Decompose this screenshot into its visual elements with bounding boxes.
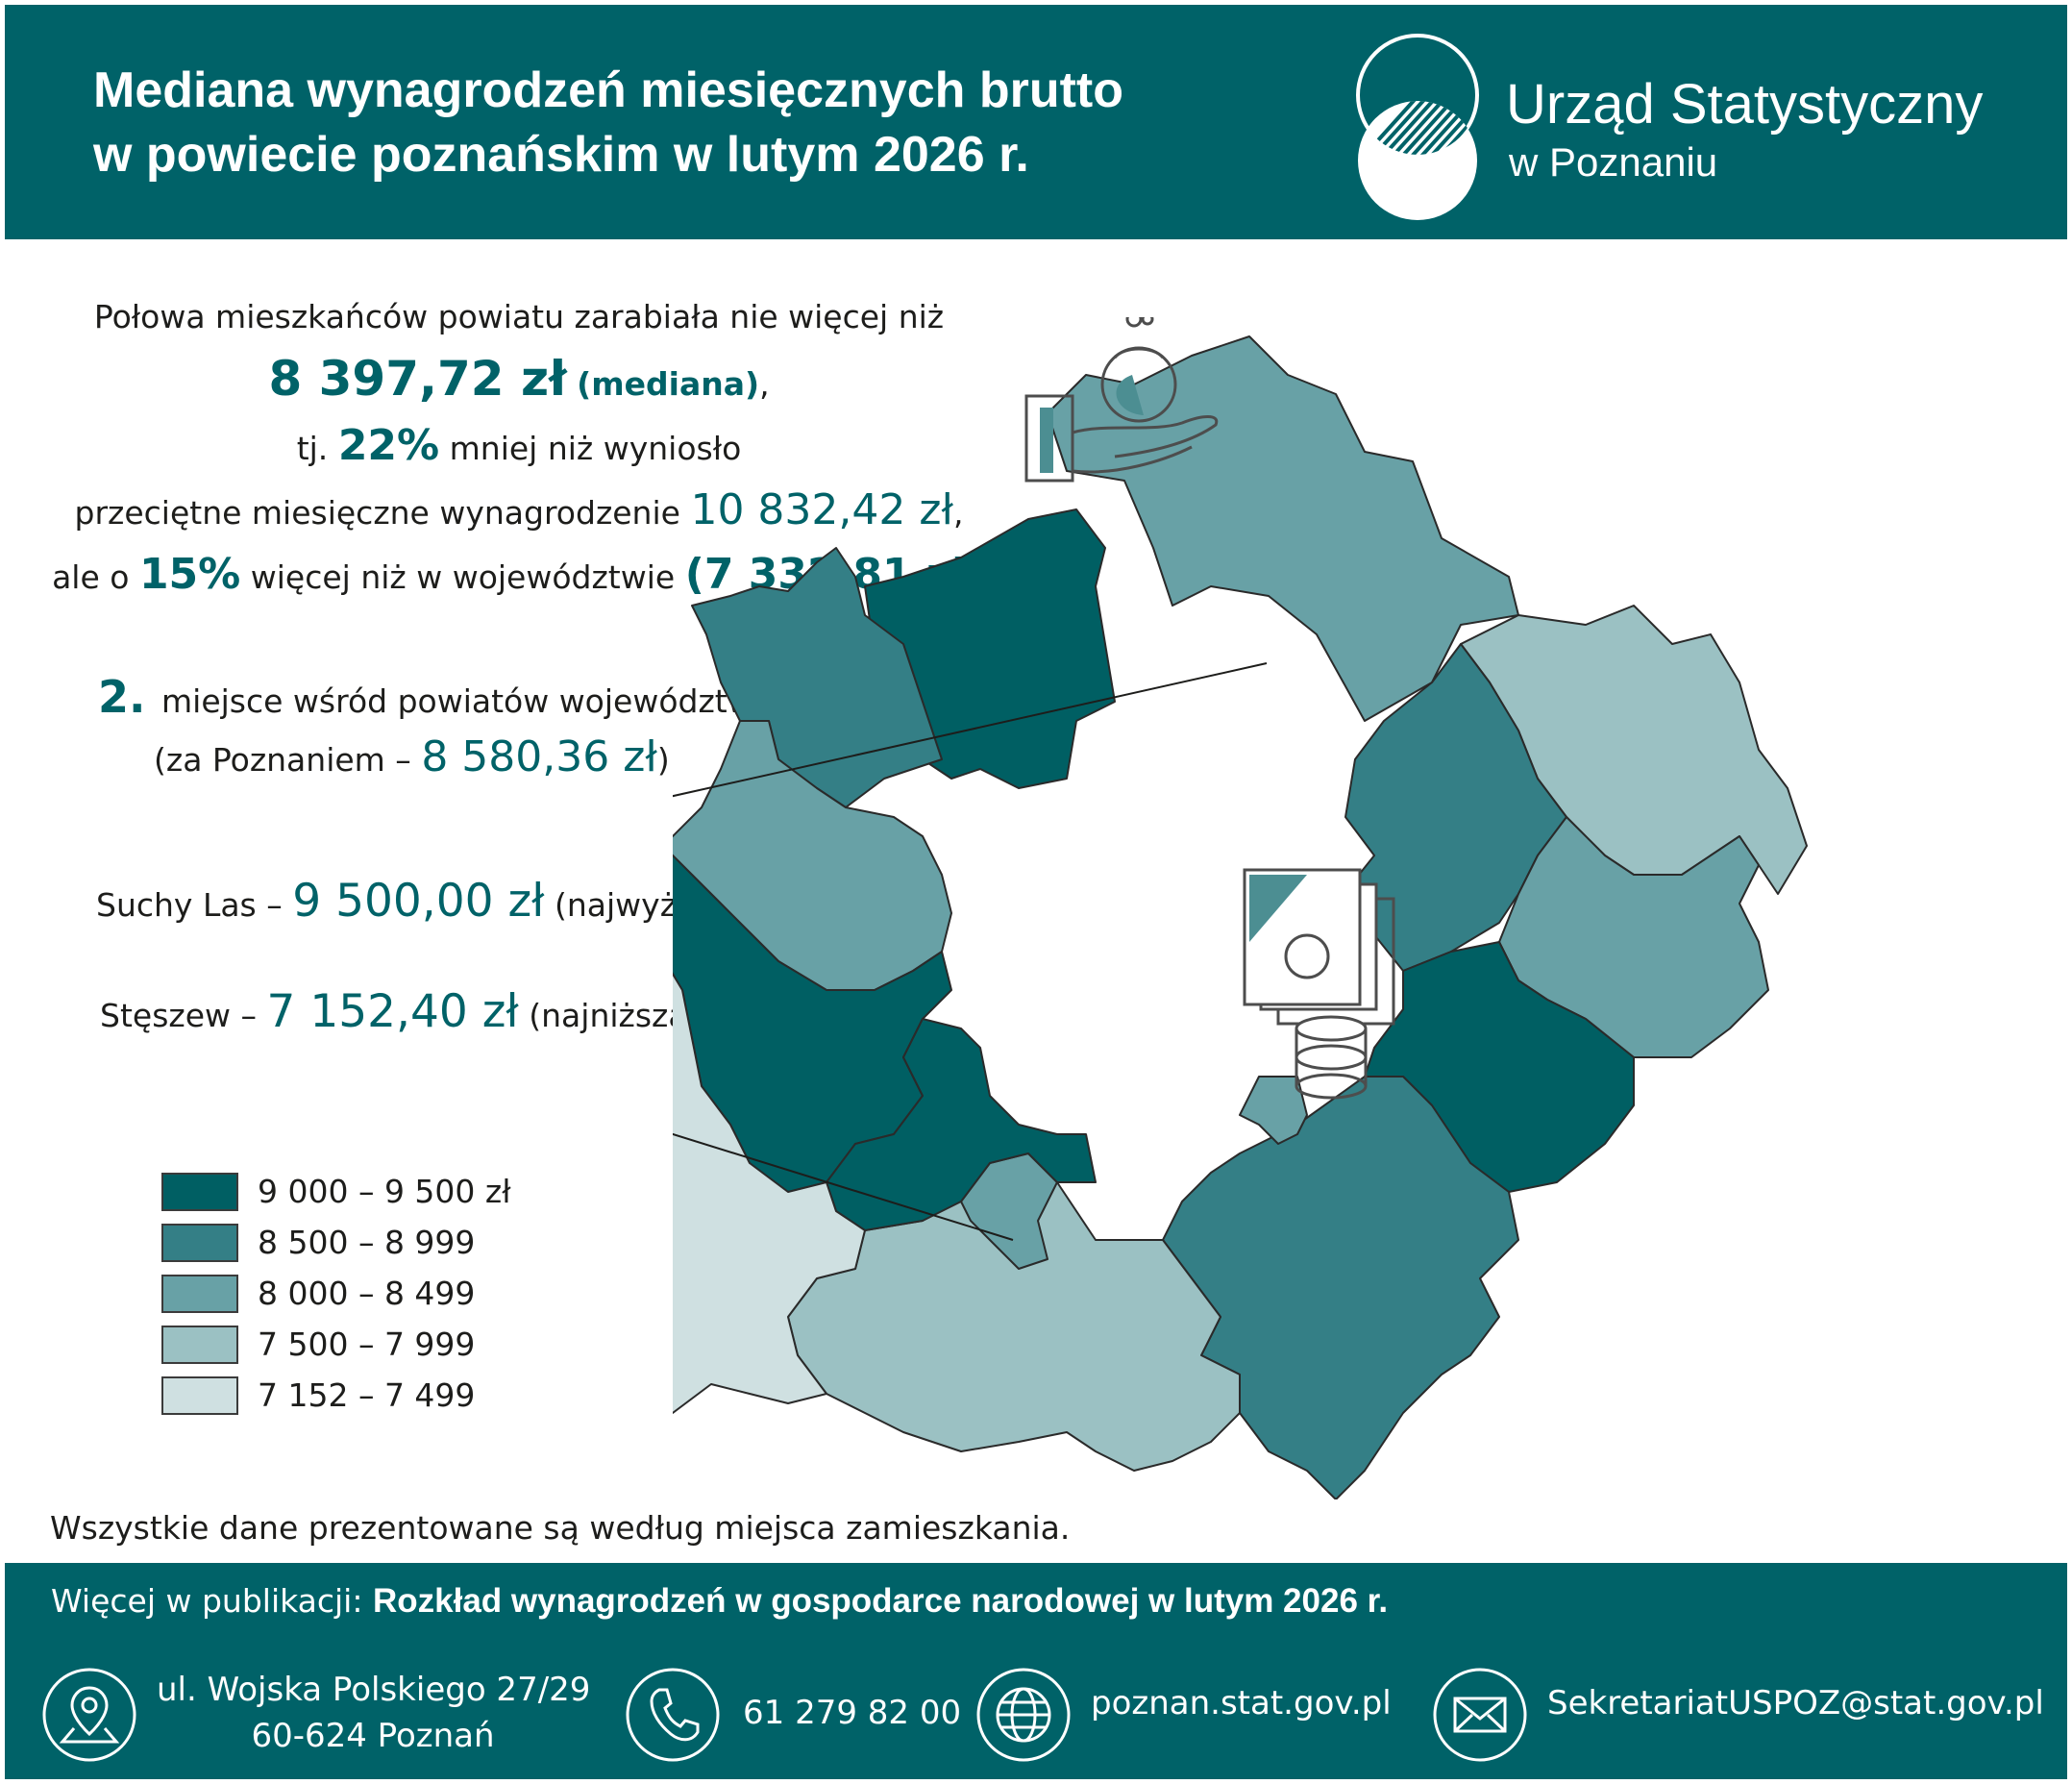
highest-commune-name: Suchy Las –: [96, 886, 283, 924]
intro-line-2: 8 397,72 zł (mediana),: [38, 348, 999, 415]
rank-sub-suffix: ): [656, 741, 670, 779]
callout-line-suchy-las: [673, 662, 1268, 798]
legend-label: 8 500 – 8 999: [258, 1224, 476, 1261]
legend-label: 9 000 – 9 500 zł: [258, 1173, 511, 1210]
globe-icon: [976, 1668, 1071, 1762]
legend-swatch: [161, 1224, 238, 1262]
lowest-label: (najniższa): [529, 997, 701, 1034]
lowest-value: 7 152,40 zł: [266, 985, 519, 1038]
envelope-icon: [1433, 1668, 1527, 1762]
phone-icon: [626, 1668, 720, 1762]
legend-label: 7 152 – 7 499: [258, 1376, 476, 1414]
header-banner: Mediana wynagrodzeń miesięcznych brutto …: [5, 5, 2067, 239]
rank-subtext: (za Poznaniem – 8 580,36 zł): [154, 732, 670, 781]
legend-label: 7 500 – 7 999: [258, 1326, 476, 1363]
intro-line-4: przeciętne miesięczne wynagrodzenie 10 8…: [38, 480, 999, 544]
percent-more: 15%: [138, 550, 241, 599]
callout-line-steszew: [673, 1132, 1014, 1241]
location-pin-icon: [42, 1668, 136, 1762]
average-wage-value: 10 832,42 zł: [690, 485, 953, 534]
median-value: 8 397,72 zł: [268, 351, 567, 407]
publication-line: Więcej w publikacji: Rozkład wynagrodzeń…: [51, 1582, 1388, 1621]
title-line-1: Mediana wynagrodzeń miesięcznych brutto: [93, 62, 1123, 118]
rank-sub-prefix: (za Poznaniem –: [154, 741, 411, 779]
legend-swatch: [161, 1376, 238, 1415]
publication-prefix: Więcej w publikacji:: [51, 1582, 363, 1620]
intro-text: Połowa mieszkańców powiatu zarabiała nie…: [38, 286, 999, 608]
intro-line-4-suffix: ,: [952, 494, 964, 532]
legend-swatch: [161, 1326, 238, 1364]
intro-line-1: Połowa mieszkańców powiatu zarabiała nie…: [93, 298, 945, 335]
intro-line-3-prefix: tj.: [296, 430, 329, 467]
legend-swatch: [161, 1275, 238, 1313]
map-region-komorniki: [826, 1018, 1097, 1231]
address-line-1: ul. Wojska Polskiego 27/29: [157, 1671, 591, 1709]
highest-value-line: Suchy Las – 9 500,00 zł (najwyższa): [96, 875, 742, 928]
median-suffix: ,: [759, 365, 770, 403]
logo-name: Urząd Statystyczny: [1506, 73, 1984, 136]
map-region-murowana-goslina: [1047, 335, 1519, 722]
choropleth-map: [673, 317, 1808, 1499]
rank-number: 2.: [98, 671, 146, 723]
percent-less: 22%: [337, 421, 440, 470]
highest-value: 9 500,00 zł: [292, 875, 545, 928]
lowest-value-line: Stęszew – 7 152,40 zł (najniższa): [100, 985, 700, 1038]
title-line-2: w powiecie poznańskim w lutym 2026 r.: [93, 127, 1029, 183]
phone-number[interactable]: 61 279 82 00: [743, 1694, 962, 1732]
money-icon: [1243, 868, 1395, 1100]
legend-swatch: [161, 1173, 238, 1211]
intro-line-5-prefix: ale o: [52, 558, 130, 596]
map-region-kleszczewo: [1364, 941, 1635, 1193]
data-note: Wszystkie dane prezentowane są według mi…: [50, 1509, 1071, 1547]
email-link[interactable]: SekretariatUSPOZ@stat.gov.pl: [1547, 1684, 2044, 1722]
publication-link[interactable]: Rozkład wynagrodzeń w gospodarce narodow…: [372, 1582, 1389, 1620]
intro-line-3: tj. 22% mniej niż wyniosło: [38, 415, 999, 480]
median-label: (mediana): [577, 365, 760, 403]
address: ul. Wojska Polskiego 27/29 60-624 Poznań: [157, 1667, 591, 1759]
footer: Więcej w publikacji: Rozkład wynagrodzeń…: [5, 1563, 2067, 1779]
hand-money-bag-icon: [1024, 317, 1219, 483]
legend-label: 8 000 – 8 499: [258, 1275, 476, 1312]
logo-subtitle: w Poznaniu: [1509, 139, 1718, 185]
lowest-commune-name: Stęszew –: [100, 997, 257, 1034]
website-link[interactable]: poznan.stat.gov.pl: [1091, 1684, 1392, 1722]
intro-line-5-mid: więcej niż w województwie: [250, 558, 676, 596]
map-region-steszew: [673, 972, 866, 1414]
intro-line-3-suffix: mniej niż wyniosło: [449, 430, 742, 467]
intro-line-4-prefix: przeciętne miesięczne wynagrodzenie: [74, 494, 680, 532]
poznan-value: 8 580,36 zł: [421, 732, 657, 781]
logo-icon: [1356, 34, 1479, 220]
address-line-2: 60-624 Poznań: [251, 1717, 495, 1755]
page-title: Mediana wynagrodzeń miesięcznych brutto …: [93, 59, 1323, 187]
rank-text: miejsce wśród powiatów województwa,: [161, 682, 783, 720]
